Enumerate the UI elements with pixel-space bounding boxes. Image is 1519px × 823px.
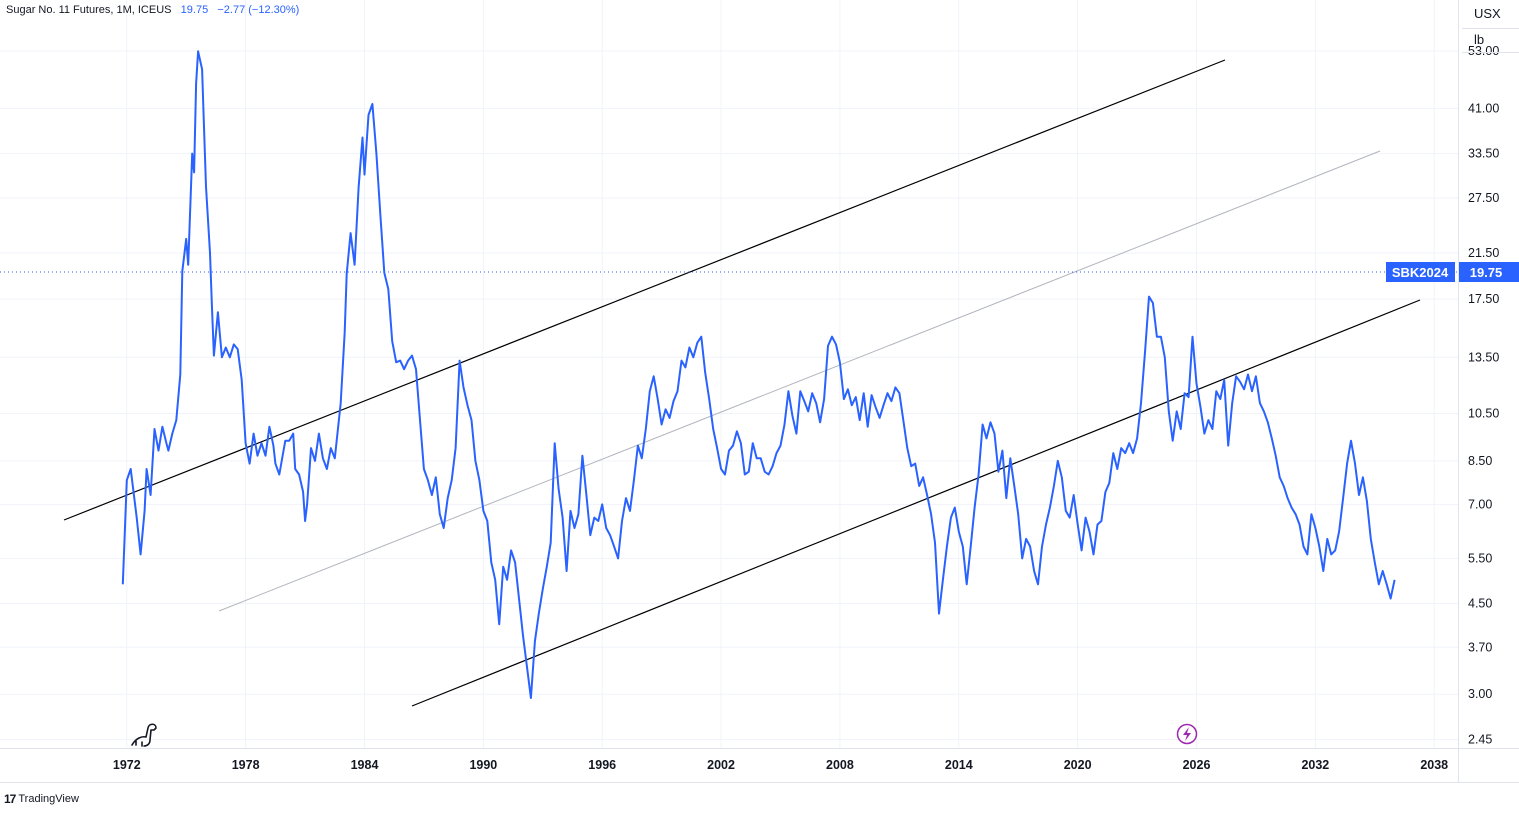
price-badge [1459,262,1519,283]
y-tick-label: 21.50 [1468,246,1499,260]
currency-unit-denominator: lb [1474,32,1484,47]
lightning-bolt [1183,727,1191,741]
price-change-pct: (−12.30%) [248,4,300,16]
y-tick-label: 7.00 [1468,497,1492,511]
price-line [121,50,1396,699]
y-tick-label: 3.70 [1468,640,1492,654]
grid [0,0,1458,748]
channel-median-line [218,150,1381,612]
currency-unit: USX [1474,6,1501,21]
y-tick-label: 41.00 [1468,101,1499,115]
y-tick-label: 17.50 [1468,292,1499,306]
contract-label: SBK2024 [1392,265,1449,280]
y-tick-label: 27.50 [1468,191,1499,205]
symbol-title: Sugar No. 11 Futures, 1M, ICEUS [6,4,172,16]
channel-upper-line [63,59,1226,521]
x-tick-label: 2026 [1183,758,1211,772]
trend-channel [63,59,1421,707]
tradingview-logo: 17 [4,792,16,806]
symbol-legend[interactable]: Sugar No. 11 Futures, 1M, ICEUS 19.75 −2… [6,4,299,16]
brand-name: TradingView [18,793,79,805]
x-tick-label: 2008 [826,758,854,772]
lightning-icon[interactable] [1176,723,1198,745]
dino-shape [131,723,157,747]
y-tick-label: 10.50 [1468,407,1499,421]
y-tick-label: 4.50 [1468,596,1492,610]
x-tick-label: 1972 [113,758,141,772]
x-tick-label: 1984 [351,758,379,772]
last-price: 19.75 [180,4,209,16]
x-tick-label: 2002 [707,758,735,772]
price-label: 19.75 [1470,265,1503,280]
axes: 53.00 41.00 33.50 27.50 21.50 17.50 13.50 10.50… [0,0,1519,783]
brand-footer[interactable]: 17 TradingView [4,792,79,806]
y-tick-label: 5.50 [1468,551,1492,565]
price-change: −2.77 [217,4,246,16]
dino-icon[interactable] [131,723,157,747]
x-tick-label: 2032 [1301,758,1329,772]
y-tick-label: 3.00 [1468,687,1492,701]
x-tick-label: 2038 [1420,758,1448,772]
overlay: SBK2024 19.75 [0,262,1519,747]
y-tick-label: 33.50 [1468,147,1499,161]
x-tick-label: 2020 [1064,758,1092,772]
x-tick-label: 1996 [588,758,616,772]
channel-lower-line [411,299,1421,707]
y-tick-label: 13.50 [1468,350,1499,364]
y-tick-label: 53.00 [1468,44,1499,58]
y-tick-label: 8.50 [1468,454,1492,468]
contract-badge [1386,262,1455,283]
x-tick-label: 1978 [232,758,260,772]
y-tick-label: 2.45 [1468,733,1492,747]
price-series [121,50,1396,699]
x-tick-label: 2014 [945,758,973,772]
x-tick-label: 1990 [469,758,497,772]
